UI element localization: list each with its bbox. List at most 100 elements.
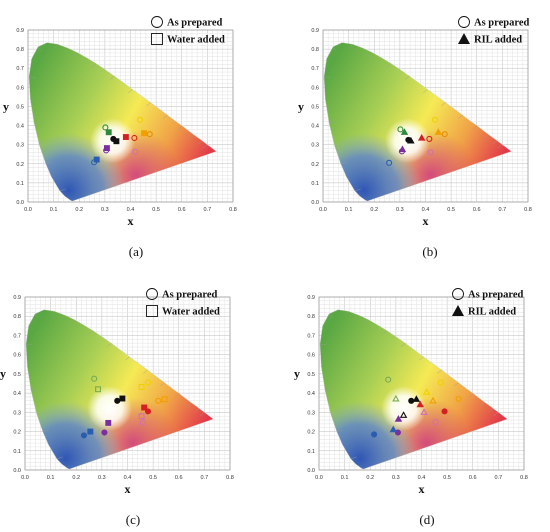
data-point <box>394 415 403 422</box>
data-point <box>146 131 153 138</box>
data-point <box>389 425 398 433</box>
y-tick-label: 0.8 <box>311 47 319 53</box>
x-tick-label: 0.8 <box>229 207 237 213</box>
wavelength-ticks <box>29 44 208 192</box>
data-point <box>397 126 404 133</box>
y-tick-label: 0.6 <box>16 85 24 91</box>
x-axis-label: x <box>125 482 131 496</box>
data-point <box>161 396 168 403</box>
legend-label: Water added <box>167 35 225 46</box>
y-tick-label: 0.9 <box>16 28 24 34</box>
y-tick-label: 0.6 <box>307 353 315 359</box>
data-point <box>91 375 98 382</box>
series-ril-added <box>398 128 443 153</box>
data-point <box>417 133 426 141</box>
data-point <box>102 124 109 131</box>
plot-frame <box>318 296 525 471</box>
data-point <box>385 376 392 383</box>
data-point <box>119 395 126 402</box>
x-tick-label: 0.5 <box>447 207 455 213</box>
x-tick-label: 0.6 <box>473 207 481 213</box>
plot-frame <box>24 296 231 471</box>
y-tick-label: 0.3 <box>311 143 319 149</box>
x-tick-label: 0.0 <box>21 475 29 481</box>
x-tick-label: 0.3 <box>392 475 400 481</box>
x-axis-label: x <box>419 482 425 496</box>
y-tick-label: 0.5 <box>311 104 319 110</box>
x-axis-label: x <box>128 214 134 228</box>
data-point <box>131 134 138 142</box>
x-tick-label: 0.1 <box>341 475 349 481</box>
data-point <box>144 379 152 386</box>
y-tick-label: 0.3 <box>307 410 315 416</box>
legend-square-marker <box>151 33 163 45</box>
y-tick-label: 0.3 <box>16 143 24 149</box>
series-as-prepared <box>371 376 462 438</box>
x-tick-label: 0.0 <box>24 207 32 213</box>
legend-label: As prepared <box>468 290 523 301</box>
data-point <box>122 134 129 140</box>
y-axis-label: y <box>0 367 6 381</box>
y-tick-label: 0.3 <box>13 410 21 416</box>
legend-circle-marker <box>151 16 163 28</box>
panel-caption: (c) <box>126 512 140 527</box>
y-tick-label: 0.1 <box>13 449 21 455</box>
y-tick-label: 0.1 <box>16 181 24 187</box>
x-tick-label: 0.1 <box>50 207 58 213</box>
data-point <box>420 408 428 415</box>
x-tick-label: 0.5 <box>149 475 157 481</box>
legend: As prepared RIL added <box>458 16 529 46</box>
x-tick-label: 0.3 <box>101 207 109 213</box>
y-tick-label: 0.5 <box>13 372 21 378</box>
data-point <box>103 145 110 152</box>
x-tick-label: 0.1 <box>47 475 55 481</box>
data-point <box>105 129 112 136</box>
data-point <box>113 138 120 145</box>
x-tick-label: 0.2 <box>75 207 83 213</box>
y-axis-label: y <box>3 99 9 113</box>
data-point <box>429 396 437 404</box>
x-tick-label: 0.8 <box>226 475 234 481</box>
data-point <box>432 418 439 425</box>
x-tick-label: 0.5 <box>152 207 160 213</box>
x-tick-label: 0.0 <box>319 207 327 213</box>
y-tick-label: 0.0 <box>13 468 21 474</box>
x-tick-label: 0.6 <box>469 475 477 481</box>
data-point <box>455 395 462 402</box>
legend-triangle-marker <box>452 305 464 316</box>
y-tick-label: 0.7 <box>16 66 24 72</box>
data-point <box>371 431 378 438</box>
legend-square-marker <box>146 305 158 317</box>
panel-b: 0.0 0.1 0.2 0.3 0.4 0.5 0.6 0.7 0.8 0.0 0.1 0.2 0.3 0… <box>298 16 532 259</box>
legend-label: As prepared <box>474 18 529 29</box>
x-axis-label: x <box>423 214 429 228</box>
y-tick-label: 0.6 <box>13 353 21 359</box>
legend-triangle-marker <box>458 33 470 44</box>
x-tick-label: 0.4 <box>418 475 426 481</box>
x-tick-label: 0.0 <box>315 475 323 481</box>
y-tick-label: 0.0 <box>311 200 319 206</box>
panel-c: 0.0 0.1 0.2 0.3 0.4 0.5 0.6 0.7 0.8 0.0 0.1 0.2 0.3 0… <box>0 288 234 527</box>
y-tick-label: 0.0 <box>16 200 24 206</box>
y-tick-label: 0.4 <box>307 391 315 397</box>
data-point <box>412 395 421 402</box>
data-point <box>136 116 144 123</box>
legend-label: RIL added <box>468 307 516 318</box>
y-tick-label: 0.6 <box>311 85 319 91</box>
y-tick-label: 0.2 <box>16 162 24 168</box>
wavelength-ticks <box>320 311 499 460</box>
data-point <box>95 386 101 393</box>
x-tick-label: 0.8 <box>520 475 528 481</box>
data-point <box>93 156 100 163</box>
series-water-added <box>87 384 168 435</box>
wavelength-ticks <box>324 44 503 192</box>
x-tick-label: 0.7 <box>495 475 503 481</box>
data-point <box>139 419 146 426</box>
data-point <box>394 429 401 436</box>
data-point <box>87 428 94 435</box>
y-tick-label: 0.4 <box>16 124 24 130</box>
data-point <box>422 388 431 395</box>
x-tick-label: 0.2 <box>72 475 80 481</box>
x-tick-label: 0.8 <box>524 207 532 213</box>
series-water-added <box>93 129 148 163</box>
